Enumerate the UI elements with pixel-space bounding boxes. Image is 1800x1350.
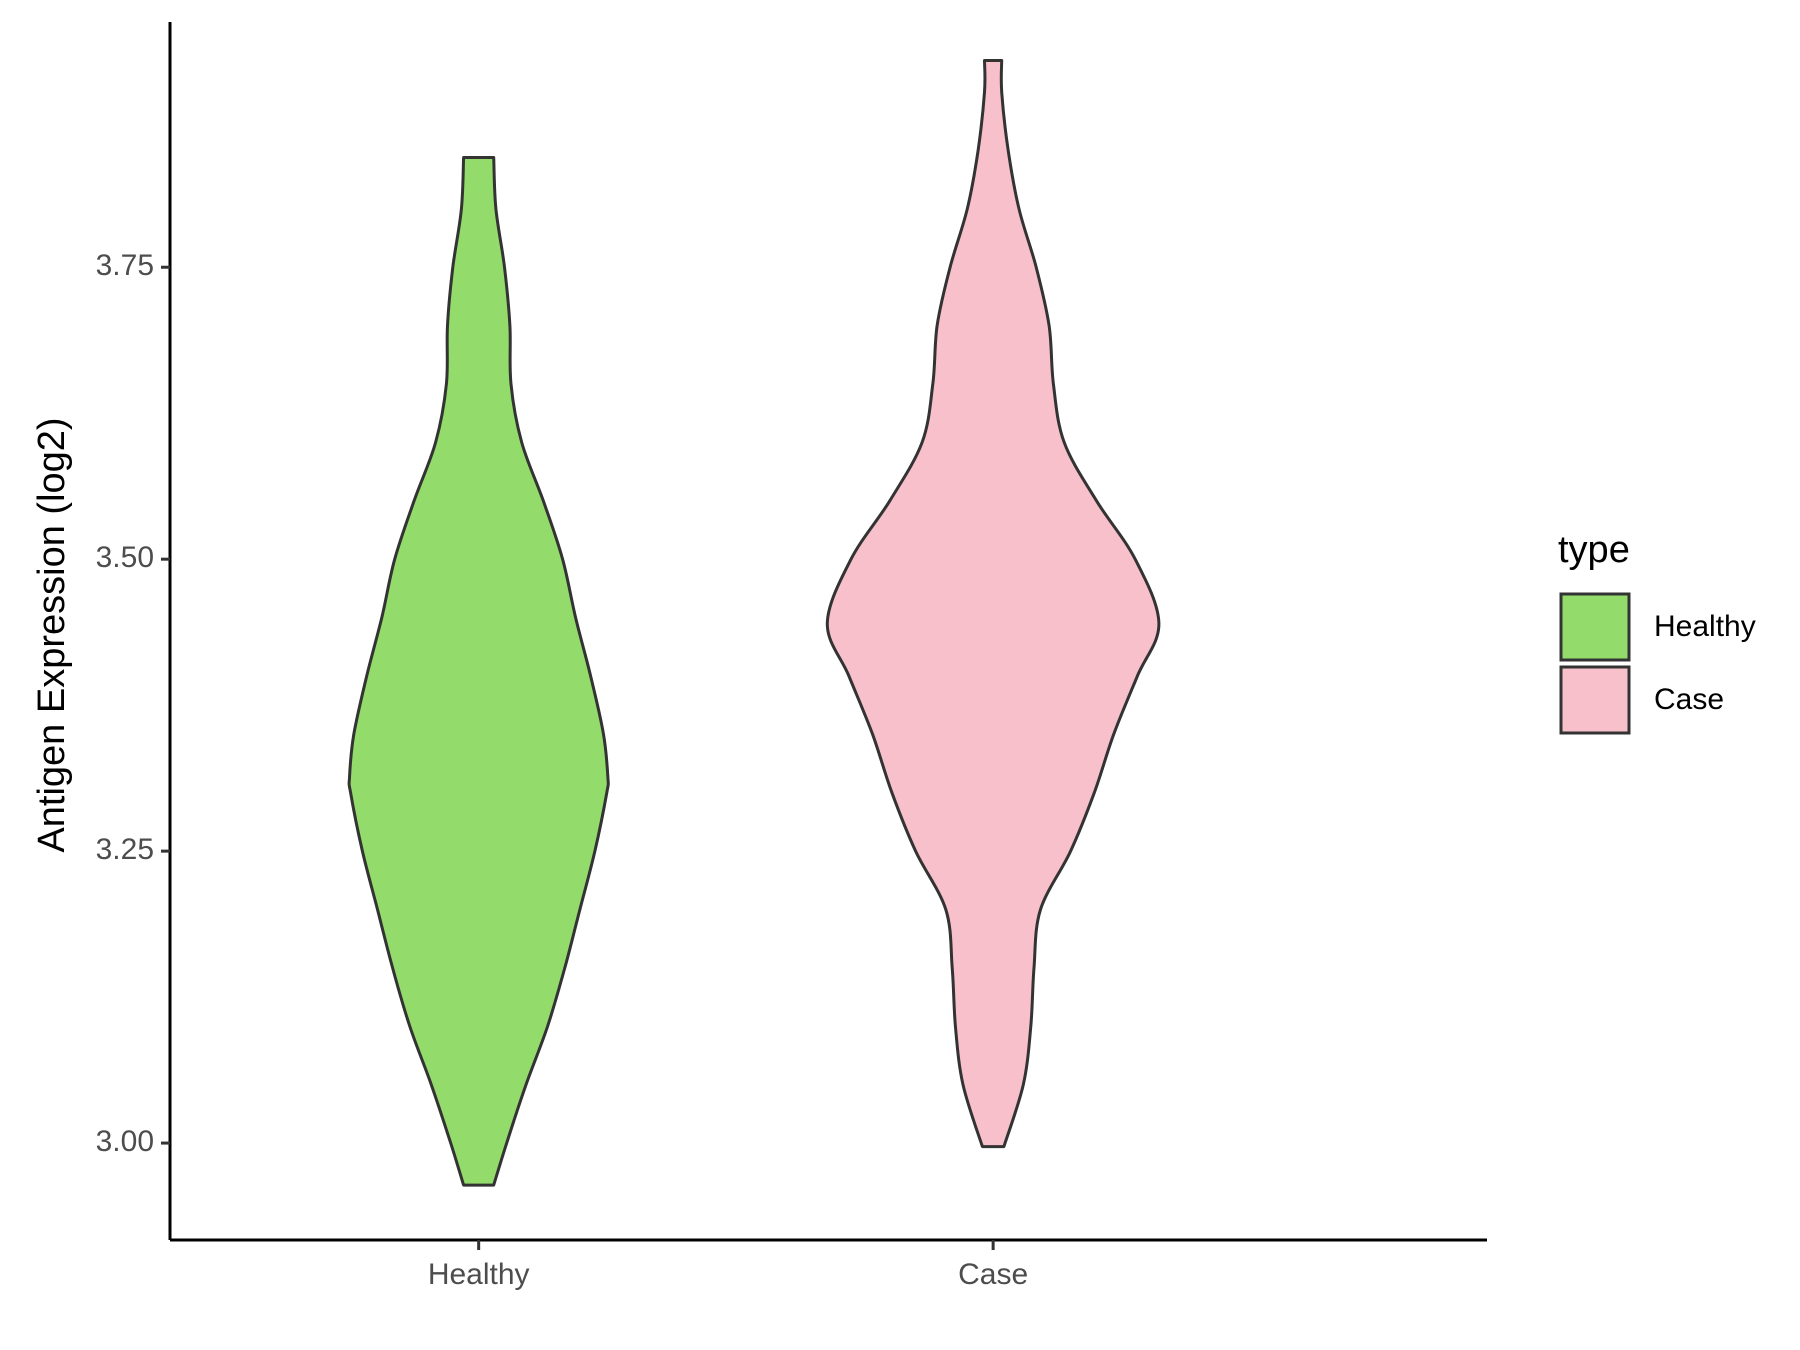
legend-key-case <box>1559 665 1631 735</box>
legend-title: type <box>1558 529 1630 571</box>
x-ticks-layer: Healthy Case <box>428 1240 1028 1291</box>
y-tick-label: 3.25 <box>96 833 154 866</box>
x-tick-label: Case <box>958 1258 1028 1291</box>
y-tick-label: 3.75 <box>96 249 154 282</box>
legend: type Healthy Case <box>1558 529 1756 735</box>
x-tick-label: Healthy <box>428 1258 530 1291</box>
legend-label-healthy: Healthy <box>1654 610 1756 643</box>
legend-label-case: Case <box>1654 683 1724 716</box>
y-ticks-layer: 3.00 3.25 3.50 3.75 <box>96 249 170 1158</box>
y-tick-label: 3.50 <box>96 541 154 574</box>
violin-case <box>825 59 1161 1149</box>
y-axis-title: Antigen Expression (log2) <box>31 417 73 852</box>
violin-healthy <box>347 156 610 1187</box>
legend-key-healthy <box>1559 592 1631 662</box>
y-tick-label: 3.00 <box>96 1125 154 1158</box>
violins-layer <box>347 59 1161 1187</box>
axes-layer <box>168 22 1487 1242</box>
